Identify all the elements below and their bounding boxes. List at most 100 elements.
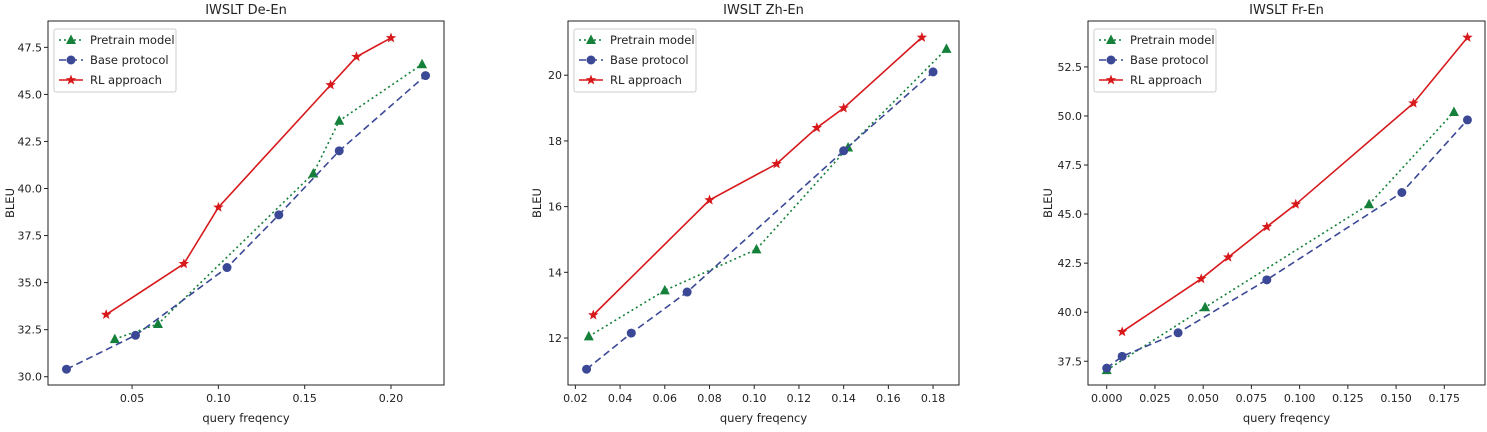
data-point-rl: [1223, 251, 1234, 262]
data-point-rl: [351, 51, 362, 62]
data-point-base: [1117, 351, 1127, 361]
legend-marker-pretrain: [586, 34, 596, 44]
data-point-pretrain: [583, 330, 594, 341]
chart-title: IWSLT Zh-En: [723, 3, 804, 18]
y-axis-label: BLEU: [530, 188, 544, 218]
x-tick-label: 0.12: [787, 392, 812, 405]
data-point-rl: [916, 31, 928, 42]
data-point-base: [839, 146, 849, 156]
legend: Pretrain model Base protocol RL approach: [573, 28, 697, 93]
legend-label-pretrain: Pretrain model: [1130, 33, 1215, 47]
x-tick-label: 0.10: [742, 392, 767, 405]
data-point-base: [582, 364, 592, 374]
chart-title: IWSLT Fr-En: [1249, 3, 1324, 18]
y-tick-label: 12: [548, 332, 562, 345]
data-point-pretrain: [941, 43, 952, 53]
series-line-pretrain: [1106, 111, 1455, 371]
legend: Pretrain model Base protocol RL approach: [53, 28, 177, 93]
data-point-base: [1397, 188, 1407, 198]
legend-marker-base: [586, 55, 596, 65]
x-tick-label: 0.175: [1429, 392, 1461, 405]
x-tick-label: 0.075: [1236, 392, 1268, 405]
y-tick-label: 30.0: [18, 371, 43, 384]
y-tick-label: 50.0: [1058, 110, 1083, 123]
data-point-base: [626, 328, 636, 338]
y-tick-label: 32.5: [18, 324, 43, 337]
data-point-base: [1262, 275, 1272, 285]
data-point-rl: [100, 309, 112, 320]
x-tick-label: 0.16: [876, 392, 901, 405]
series-line-rl: [105, 37, 392, 316]
legend: Pretrain model Base protocol RL approach: [1093, 28, 1217, 93]
series-line-base: [66, 74, 427, 370]
y-axis-label: BLEU: [3, 188, 17, 218]
legend-label-rl: RL approach: [610, 73, 682, 87]
data-point-rl: [811, 122, 823, 133]
series-line-base: [586, 71, 934, 370]
x-tick-label: 0.18: [921, 392, 946, 405]
legend-marker-rl: [1105, 74, 1117, 85]
y-tick-label: 20: [548, 69, 562, 82]
data-point-pretrain: [308, 167, 319, 178]
data-point-base: [1462, 115, 1472, 125]
data-point-pretrain: [152, 318, 163, 329]
axes-frame: [1087, 20, 1486, 386]
data-point-base: [274, 210, 284, 220]
y-tick-label: 16: [548, 201, 562, 214]
series-rl: [100, 32, 397, 320]
data-point-pretrain: [751, 243, 762, 254]
legend-marker-pretrain: [1106, 34, 1116, 44]
legend-marker-rl: [65, 74, 77, 85]
data-point-pretrain: [334, 115, 345, 125]
data-point-base: [222, 263, 232, 273]
y-tick-label: 35.0: [18, 277, 43, 290]
y-tick-label: 37.5: [18, 230, 43, 243]
legend-label-pretrain: Pretrain model: [90, 33, 175, 47]
y-tick-label: 42.5: [1058, 257, 1083, 270]
legend-marker-pretrain: [66, 34, 76, 44]
x-tick-label: 0.08: [697, 392, 722, 405]
data-point-rl: [838, 102, 849, 113]
x-tick-label: 0.10: [206, 392, 231, 405]
series-pretrain: [1101, 106, 1459, 375]
x-axis-label: query freqency: [202, 411, 289, 425]
data-point-base: [928, 67, 938, 77]
chart-iwslt-de-en: IWSLT De-En query freqency BLEU 0.05 0.10 0.1…: [3, 3, 445, 425]
legend-box: [53, 28, 177, 93]
data-point-base: [61, 364, 71, 374]
y-tick-label: 42.5: [18, 135, 43, 148]
x-tick-label: 0.125: [1332, 392, 1364, 405]
series-rl: [1116, 31, 1473, 337]
x-tick-label: 0.025: [1139, 392, 1171, 405]
chart-iwslt-fr-en: IWSLT Fr-En query freqency BLEU 0.000 0.025 0…: [1041, 3, 1486, 425]
y-tick-label: 47.5: [1058, 159, 1083, 172]
x-axis-label: query freqency: [1243, 411, 1330, 425]
chart-iwslt-zh-en: IWSLT Zh-En query freqency BLEU 0.02 0.04 0.0…: [530, 3, 960, 425]
y-tick-label: 40.0: [1058, 306, 1083, 319]
chart-title: IWSLT De-En: [205, 3, 287, 18]
x-tick-label: 0.15: [292, 392, 317, 405]
series-base: [582, 67, 938, 374]
legend-box: [1093, 28, 1217, 93]
data-point-rl: [325, 79, 336, 90]
data-point-base: [421, 71, 431, 81]
data-point-base: [1173, 328, 1183, 338]
data-point-pretrain: [417, 58, 428, 69]
x-tick-label: 0.02: [563, 392, 588, 405]
legend-label-pretrain: Pretrain model: [610, 33, 695, 47]
series-base: [1102, 115, 1472, 373]
data-point-base: [1102, 363, 1112, 373]
x-tick-label: 0.14: [831, 392, 856, 405]
series-pretrain: [109, 58, 428, 344]
legend-label-rl: RL approach: [90, 73, 162, 87]
axes-frame: [567, 20, 960, 386]
series-line-rl: [592, 36, 923, 316]
data-point-rl: [178, 258, 190, 269]
data-point-base: [334, 146, 344, 156]
y-axis-label: BLEU: [1041, 188, 1055, 218]
x-axis-label: query freqency: [720, 411, 807, 425]
data-point-rl: [1408, 97, 1419, 108]
y-tick-label: 52.5: [1058, 61, 1083, 74]
data-point-pretrain: [659, 284, 670, 295]
legend-marker-base: [1106, 55, 1116, 65]
